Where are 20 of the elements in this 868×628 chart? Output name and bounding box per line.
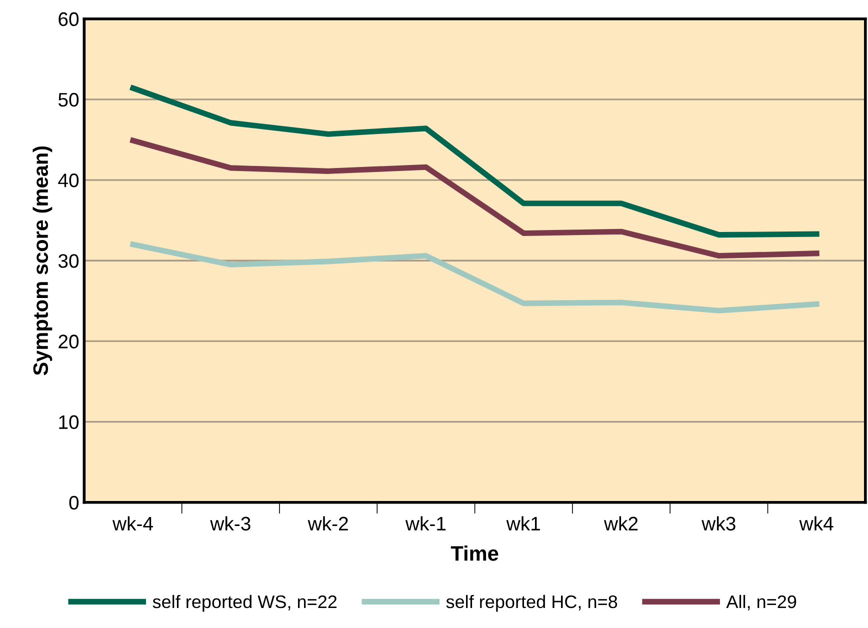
y-tick-label: 50 bbox=[58, 92, 79, 107]
x-tick-label: wk4 bbox=[799, 516, 834, 530]
y-tick-label: 40 bbox=[58, 173, 79, 188]
x-tick-label: wk-1 bbox=[405, 516, 446, 530]
y-tick-label: 60 bbox=[58, 12, 79, 26]
legend-label: self reported WS, n=22 bbox=[152, 594, 337, 612]
y-tick-label: 30 bbox=[58, 254, 79, 268]
legend-label: All, n=29 bbox=[726, 594, 796, 610]
y-tick-label: 10 bbox=[59, 415, 79, 430]
y-tick-label: 20 bbox=[58, 334, 79, 348]
x-tick-label: wk2 bbox=[604, 516, 638, 530]
x-tick-label: wk-2 bbox=[308, 516, 348, 530]
x-axis-title: Time bbox=[450, 546, 498, 561]
y-tick-label: 0 bbox=[69, 496, 79, 510]
x-tick-label: wk-4 bbox=[112, 516, 153, 530]
x-tick-label: wk3 bbox=[702, 516, 736, 531]
x-tick-label: wk-3 bbox=[210, 516, 250, 531]
x-tick-label: wk1 bbox=[506, 516, 540, 530]
y-axis-title: Symptom score (mean) bbox=[32, 146, 52, 376]
legend-label: self reported HC, n=8 bbox=[446, 594, 618, 612]
